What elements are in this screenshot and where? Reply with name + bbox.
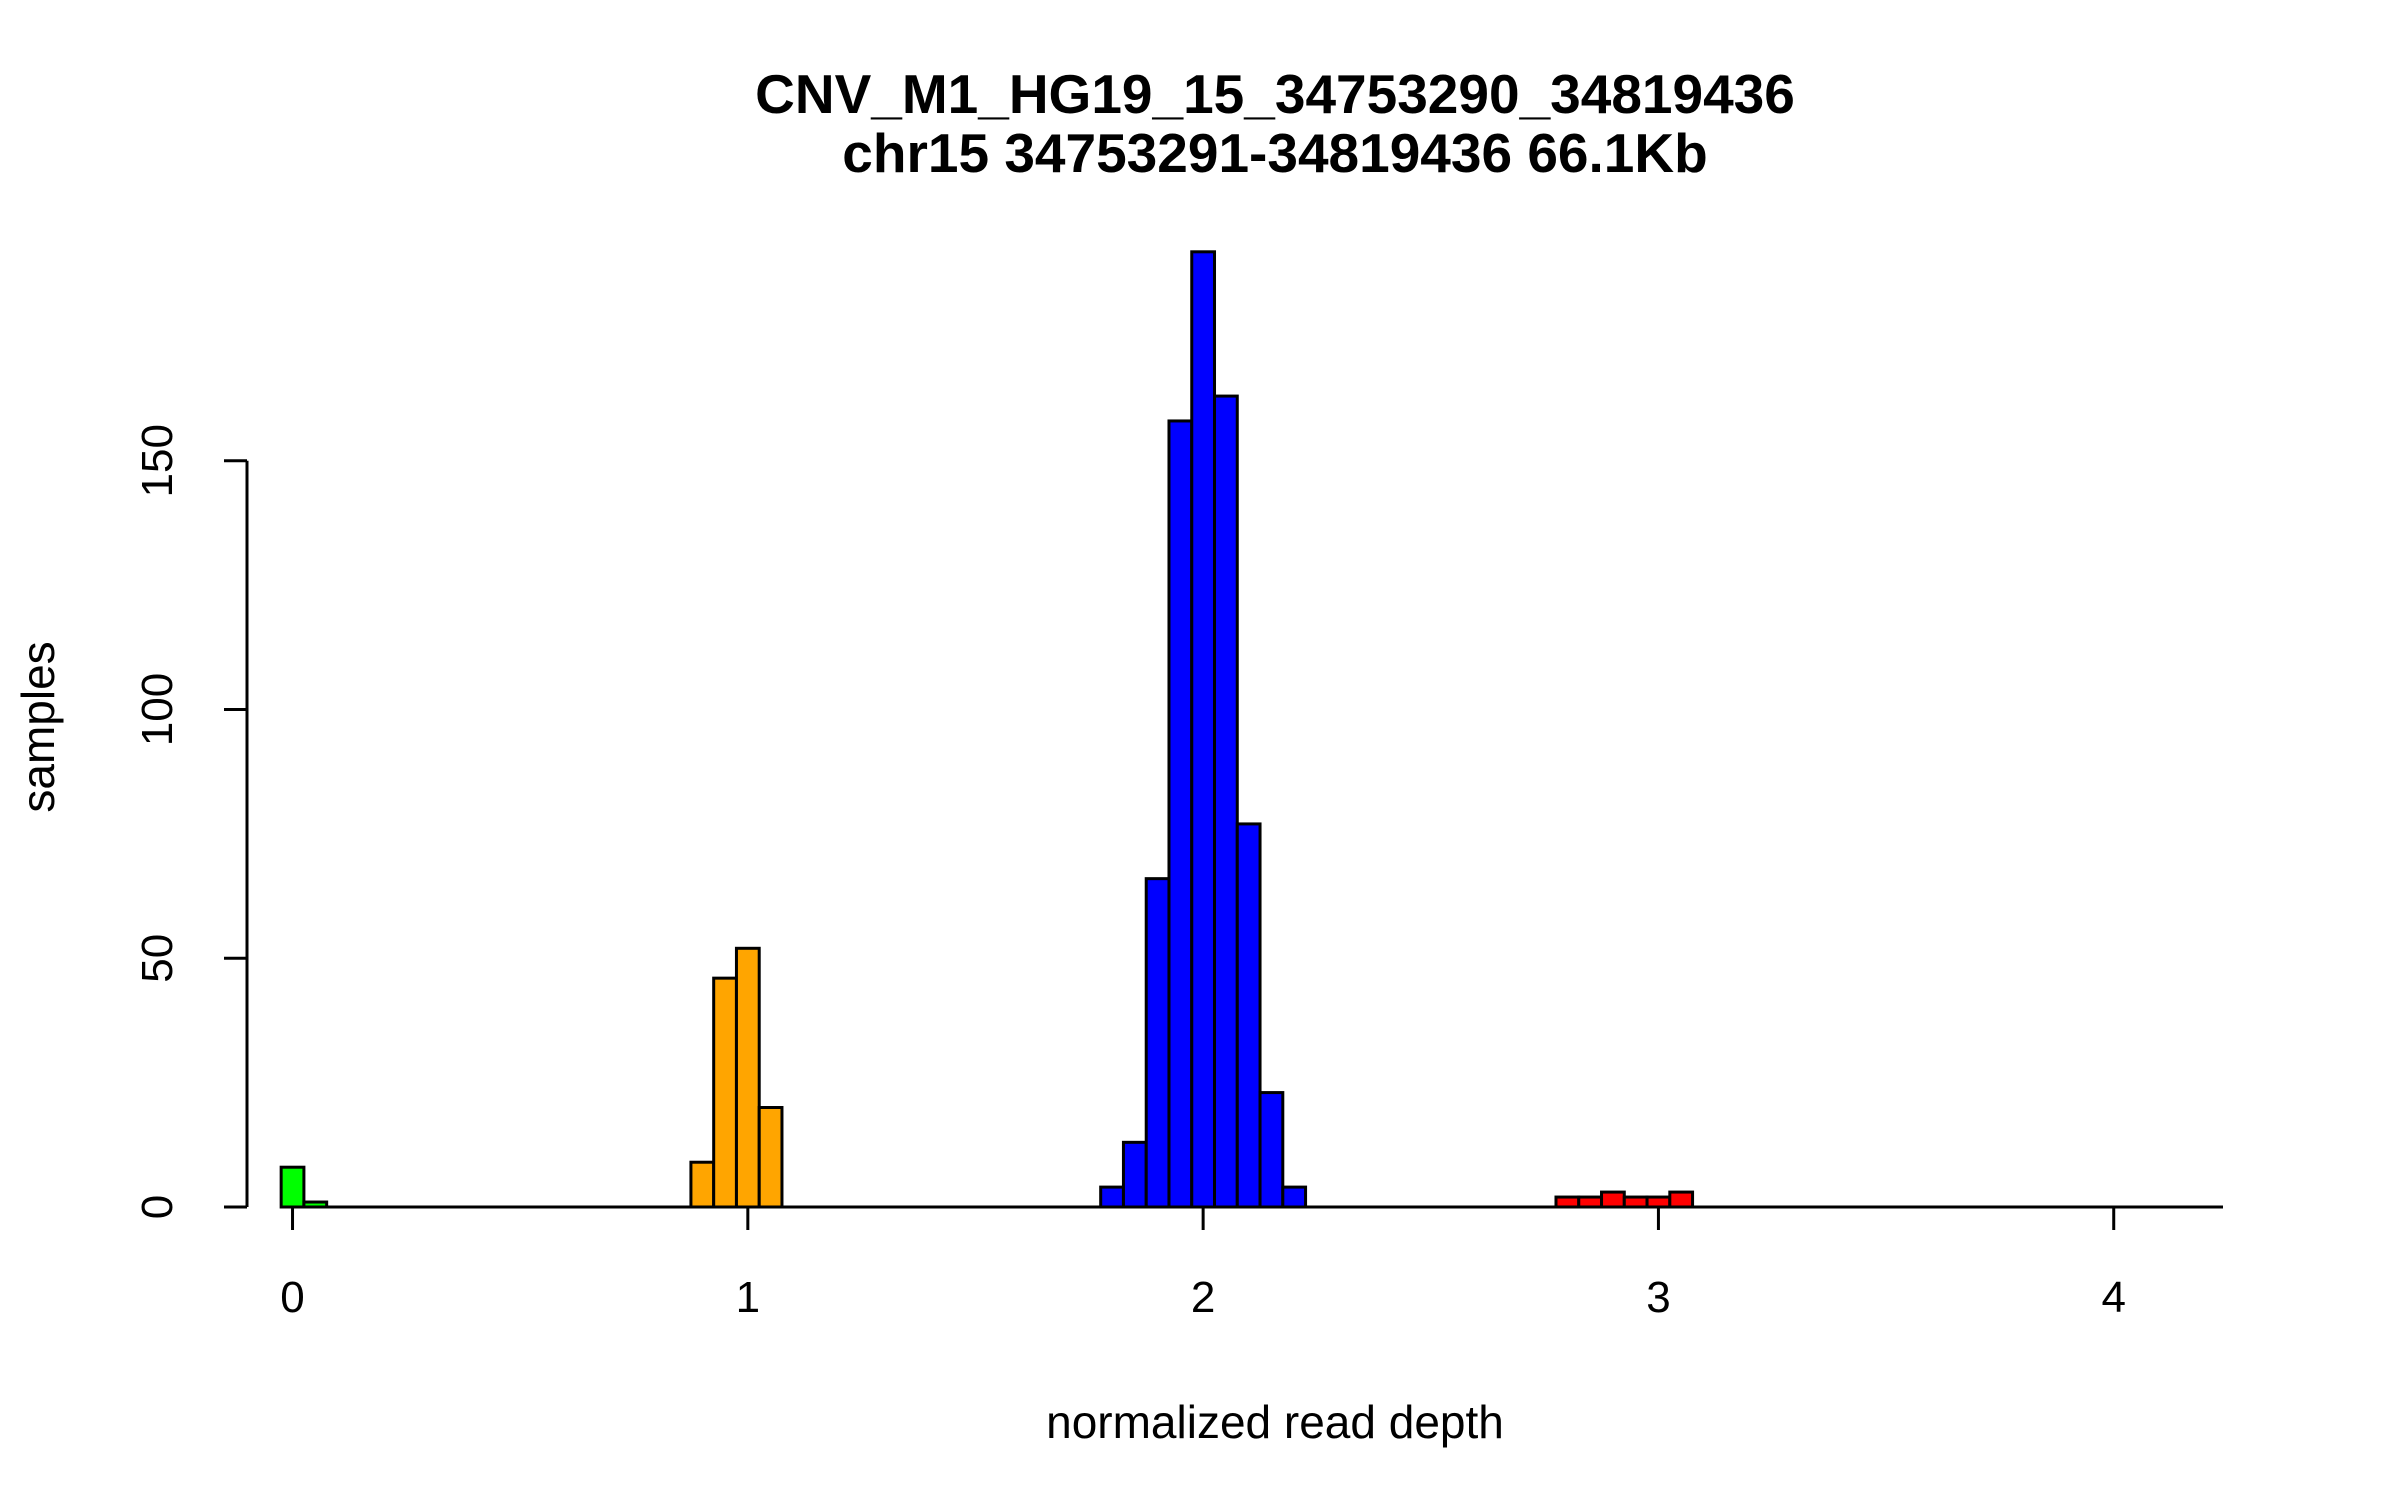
x-tick-label: 4 (2101, 1273, 2125, 1322)
histogram-bar-1-1 (712, 976, 738, 1209)
histogram-bar-2-3 (1167, 419, 1194, 1209)
histogram-bar-2-5 (1213, 394, 1239, 1209)
histogram-bar-2-4 (1190, 250, 1217, 1209)
histogram-bar-1-3 (757, 1106, 784, 1209)
histogram-bar-3-2 (1600, 1190, 1626, 1209)
histogram-bar-2-2 (1144, 877, 1171, 1209)
x-tick-label: 1 (736, 1273, 760, 1322)
histogram-bar-2-8 (1281, 1185, 1308, 1209)
chart-subtitle: chr15 34753291-34819436 66.1Kb (842, 122, 1707, 184)
histogram-bar-2-1 (1121, 1140, 1148, 1209)
histogram-bar-2-7 (1258, 1091, 1285, 1209)
y-tick-label: 0 (133, 1195, 182, 1219)
histogram-bars (279, 250, 2223, 1209)
x-tick-label: 3 (1646, 1273, 1670, 1322)
y-tick-label: 150 (133, 424, 182, 497)
y-tick-label: 50 (133, 934, 182, 983)
histogram-bar-1-0 (689, 1160, 716, 1209)
x-axis-label: normalized read depth (1046, 1396, 1504, 1448)
histogram-bar-2-6 (1235, 822, 1262, 1209)
x-tick-label: 2 (1191, 1273, 1215, 1322)
x-axis: 0 1 2 3 4 (280, 1207, 2126, 1322)
y-tick-label: 100 (133, 673, 182, 746)
chart-title: CNV_M1_HG19_15_34753290_34819436 (755, 63, 1795, 125)
y-axis: 0 50 100 150 (133, 424, 249, 1219)
x-tick-label: 0 (280, 1273, 304, 1322)
histogram-bar-2-0 (1099, 1185, 1125, 1209)
histogram-bar-0-0 (279, 1165, 306, 1209)
histogram-bar-3-5 (1668, 1190, 1695, 1209)
histogram-bar-1-2 (734, 946, 761, 1209)
y-axis-label: samples (12, 641, 64, 812)
